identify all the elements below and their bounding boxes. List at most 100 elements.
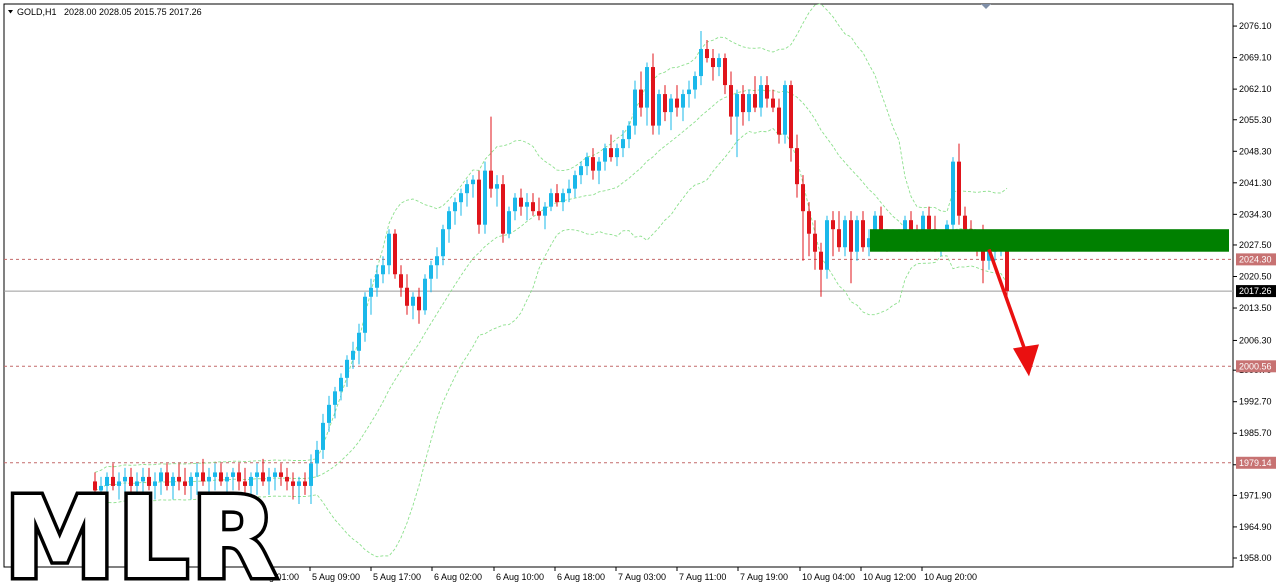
candle-body — [729, 85, 733, 117]
candle-body — [579, 166, 583, 176]
candles — [93, 31, 1009, 509]
x-tick-label: 5 Aug 17:00 — [373, 572, 421, 582]
candle-body — [309, 463, 313, 486]
candle-body — [135, 481, 139, 486]
candle-body — [291, 481, 295, 486]
price-tags: 2024.30 2000.56 1979.14 2017.26 — [1236, 253, 1276, 469]
y-tick-label: 1971.90 — [1239, 490, 1272, 500]
x-tick-label: 6 Aug 18:00 — [557, 572, 605, 582]
candle-body — [987, 251, 991, 261]
candle-body — [567, 188, 571, 194]
candle-body — [183, 481, 187, 486]
candle-body — [459, 193, 463, 203]
candle-body — [357, 332, 361, 351]
dropdown-triangle-icon[interactable] — [8, 10, 13, 14]
candle-body — [189, 476, 193, 486]
candle-body — [201, 472, 205, 482]
candle-body — [681, 94, 685, 108]
candle-body — [405, 287, 409, 306]
candle-body — [129, 476, 133, 486]
candle-body — [237, 472, 241, 482]
candle-body — [705, 49, 709, 59]
x-tick-label: 7 Aug 11:00 — [679, 572, 726, 582]
candle-body — [573, 175, 577, 189]
candle-body — [957, 161, 961, 216]
candle-body — [519, 197, 523, 207]
x-tick-label: 6 Aug 10:00 — [496, 572, 544, 582]
candle-body — [243, 481, 247, 486]
candle-body — [285, 476, 289, 482]
x-tick-label: 7 Aug 03:00 — [618, 572, 666, 582]
candle-body — [855, 220, 859, 252]
candle-body — [321, 422, 325, 450]
candle-body — [777, 107, 781, 135]
y-tick-label: 1958.00 — [1239, 553, 1272, 563]
candle-body — [93, 481, 97, 491]
upper-band — [94, 3, 1008, 473]
candle-body — [123, 476, 127, 482]
price-tag-label: 2024.30 — [1239, 254, 1272, 264]
arrow-head — [1013, 344, 1039, 377]
candle-body — [687, 89, 691, 95]
candle-body — [765, 85, 769, 99]
candle-body — [171, 476, 175, 486]
candle-body — [153, 481, 157, 486]
price-tag — [1236, 285, 1276, 298]
scroll-marker-icon[interactable] — [981, 4, 991, 9]
y-tick-label: 2013.50 — [1239, 303, 1272, 313]
y-tick-label: 2006.30 — [1239, 335, 1272, 345]
candle-body — [585, 157, 589, 167]
candle-body — [141, 476, 145, 482]
candle-body — [981, 247, 985, 261]
price-tag-label: 2017.26 — [1239, 286, 1272, 296]
candle-body — [315, 449, 319, 464]
candle-body — [297, 481, 301, 486]
candle-body — [453, 202, 457, 212]
price-tag-label: 1979.14 — [1239, 458, 1272, 468]
candle-body — [417, 296, 421, 311]
candle-body — [735, 94, 739, 117]
candle-body — [231, 472, 235, 477]
candle-body — [621, 139, 625, 149]
candle-body — [525, 202, 529, 207]
candle-body — [435, 256, 439, 266]
candle-body — [507, 211, 511, 234]
y-tick-label: 2041.30 — [1239, 178, 1272, 188]
candle-body — [561, 193, 565, 203]
candle-body — [783, 85, 787, 135]
candle-body — [219, 472, 223, 482]
candle-body — [399, 274, 403, 288]
candle-body — [159, 472, 163, 482]
candle-body — [513, 197, 517, 212]
time-axis: Aug 01:00 5 Aug 09:00 5 Aug 17:00 6 Aug 02:… — [255, 567, 977, 582]
candle-body — [873, 215, 877, 239]
candle-body — [345, 359, 349, 378]
candle-body — [927, 215, 931, 230]
candle-body — [699, 49, 703, 77]
candle-body — [111, 476, 115, 486]
x-tick-label: 7 Aug 19:00 — [740, 572, 788, 582]
y-tick-label: 1985.70 — [1239, 428, 1272, 438]
candle-body — [255, 472, 259, 477]
candle-body — [747, 94, 751, 113]
candle-body — [279, 472, 283, 477]
candle-body — [177, 476, 181, 482]
candle-body — [249, 476, 253, 486]
candle-body — [627, 125, 631, 140]
candle-body — [411, 296, 415, 306]
candle-body — [327, 404, 331, 423]
candle-body — [675, 98, 679, 108]
candle-body — [477, 179, 481, 225]
y-tick-label: 2062.10 — [1239, 84, 1272, 94]
candle-body — [711, 58, 715, 68]
price-tag — [1236, 456, 1276, 469]
middle-band — [94, 89, 1008, 491]
candle-body — [591, 157, 595, 171]
candle-body — [303, 481, 307, 486]
x-tick-label: 10 Aug 04:00 — [802, 572, 855, 582]
candle-body — [759, 85, 763, 108]
x-tick-label: 10 Aug 20:00 — [924, 572, 977, 582]
candle-body — [381, 265, 385, 275]
y-tick-label: 2076.10 — [1239, 21, 1272, 31]
candle-body — [543, 206, 547, 216]
